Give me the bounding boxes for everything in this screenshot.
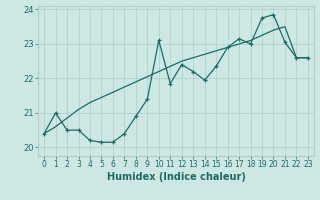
X-axis label: Humidex (Indice chaleur): Humidex (Indice chaleur) (107, 172, 245, 182)
